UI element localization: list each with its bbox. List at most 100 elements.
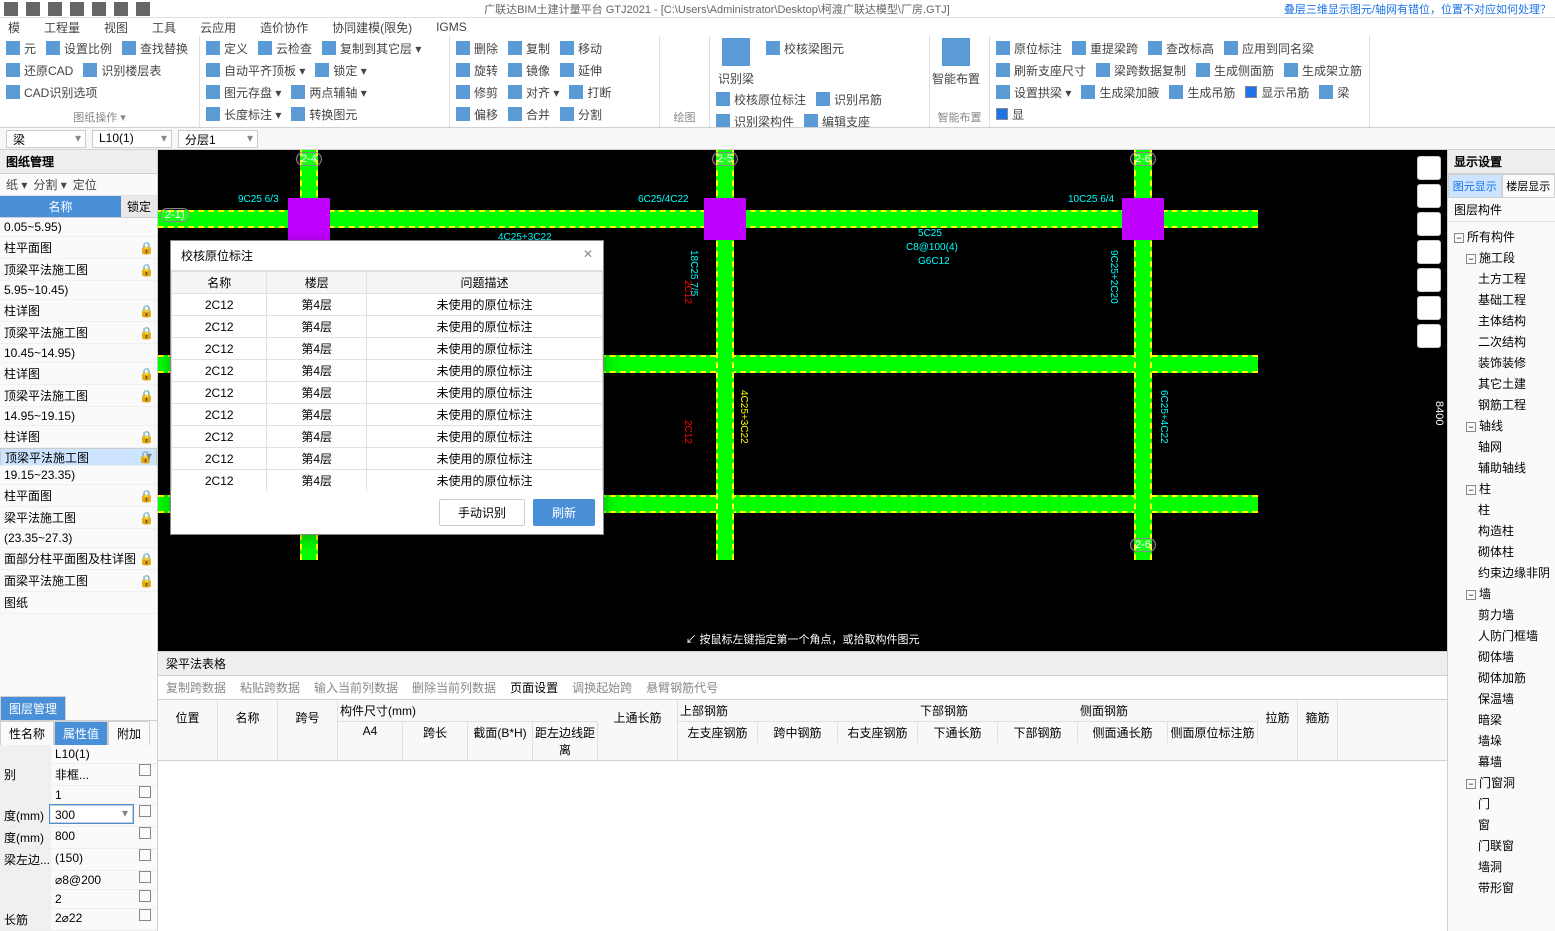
ribbon-item[interactable]: 删除 [456,38,498,58]
drawing-row[interactable]: 5.95~10.45) [0,281,157,300]
drawing-row[interactable]: 顶梁平法施工图🔒 [0,322,157,344]
ribbon-item[interactable]: 生成侧面筋 [1196,60,1274,80]
qat-icon[interactable] [92,2,106,16]
table-tab[interactable]: 输入当前列数据 [314,679,398,696]
drawing-tab[interactable]: 纸 ▾ [6,176,27,193]
manual-identify-button[interactable]: 手动识别 [439,499,525,526]
ribbon-item[interactable]: 复制到其它层 ▾ [322,38,421,58]
result-row[interactable]: 2C12第4层未使用的原位标注 [172,448,603,470]
ribbon-item[interactable]: 旋转 [456,60,498,80]
prop-row[interactable]: L10(1) [0,745,157,764]
drawing-row[interactable]: 10.45~14.95) [0,344,157,363]
ribbon-item[interactable]: 识别梁 [716,38,756,87]
tree-node[interactable]: 约束边缘非阴 [1452,562,1551,583]
ribbon-item[interactable]: 应用到同名梁 [1224,38,1314,58]
tree-node[interactable]: 砌体柱 [1452,541,1551,562]
layer-mgmt-tab[interactable]: 图层管理 [0,696,66,720]
prop-tab[interactable]: 属性值 [54,721,108,745]
ribbon-item[interactable]: 图元存盘 ▾ [206,82,281,102]
qat-icon[interactable] [70,2,84,16]
ribbon-item[interactable]: 移动 [560,38,602,58]
ribbon-item[interactable]: 打断 [569,82,611,102]
prop-row[interactable]: 度(mm)800 [0,827,157,849]
prop-row[interactable]: 别非框... [0,764,157,786]
drawing-row[interactable]: 顶梁平法施工图🔒 [0,448,157,466]
prop-tab[interactable]: 性名称 [0,721,54,745]
ribbon-item[interactable]: 两点辅轴 ▾ [291,82,366,102]
result-row[interactable]: 2C12第4层未使用的原位标注 [172,470,603,492]
help-link[interactable]: 叠层三维显示图元/轴网有错位，位置不对应如何处理？ [1284,1,1551,17]
ribbon-item[interactable]: 自动平齐顶板 ▾ [206,60,305,80]
result-row[interactable]: 2C12第4层未使用的原位标注 [172,404,603,426]
tree-node[interactable]: −柱 [1452,478,1551,499]
ribbon-item[interactable]: 生成架立筋 [1284,60,1362,80]
ribbon-item[interactable]: 原位标注 [996,38,1062,58]
ribbon-item[interactable]: 查找替换 [122,38,188,58]
result-row[interactable]: 2C12第4层未使用的原位标注 [172,360,603,382]
drawing-row[interactable]: 柱详图🔒 [0,363,157,385]
ribbon-item[interactable]: 设置拱梁 ▾ [996,82,1071,102]
layer-select[interactable]: 分层1 [178,130,258,148]
ribbon-item[interactable]: 刷新支座尺寸 [996,60,1086,80]
menu-item[interactable]: 工程量 [44,19,80,36]
refresh-button[interactable]: 刷新 [533,499,595,526]
drawing-row[interactable]: 图纸 [0,592,157,614]
ribbon-item[interactable]: 长度标注 ▾ [206,104,281,124]
drawing-row[interactable]: 面部分柱平面图及柱详图🔒 [0,548,157,570]
tree-node[interactable]: −施工段 [1452,247,1551,268]
tree-node[interactable]: 人防门框墙 [1452,625,1551,646]
qat-icon[interactable] [114,2,128,16]
close-icon[interactable]: ✕ [583,247,593,264]
ribbon-item[interactable]: 设置比例 [46,38,112,58]
view-select-icon[interactable] [1417,268,1441,292]
menu-item[interactable]: IGMS [436,20,467,34]
drawing-row[interactable]: 柱详图🔒 [0,300,157,322]
ribbon-item[interactable]: 还原CAD [6,60,73,80]
ribbon-item[interactable]: 转换图元 [291,104,357,124]
ribbon-item[interactable]: 生成梁加腋 [1081,82,1159,102]
tree-node[interactable]: 墙垛 [1452,730,1551,751]
category-select[interactable]: 梁 [6,130,86,148]
qat-icon[interactable] [4,2,18,16]
drawing-row[interactable]: 梁平法施工图🔒 [0,507,157,529]
drawing-row[interactable]: 顶梁平法施工图🔒 [0,385,157,407]
table-tab[interactable]: 悬臂钢筋代号 [646,679,718,696]
menu-item[interactable]: 视图 [104,19,128,36]
ribbon-item[interactable]: 识别梁构件 [716,111,794,128]
drawing-row[interactable]: 柱平面图🔒 [0,485,157,507]
drawing-row[interactable]: 面梁平法施工图🔒 [0,570,157,592]
tree-node[interactable]: 二次结构 [1452,331,1551,352]
tree-node[interactable]: 钢筋工程 [1452,394,1551,415]
ribbon-item[interactable]: 显示吊筋 [1245,82,1309,102]
tree-node[interactable]: 幕墙 [1452,751,1551,772]
ribbon-item[interactable]: 梁 [1319,82,1349,102]
ribbon-item[interactable]: 对齐 ▾ [508,82,559,102]
qat-icon[interactable] [26,2,40,16]
drawing-tab[interactable]: 分割 ▾ [33,176,66,193]
view-3d-icon[interactable] [1417,156,1441,180]
tree-node[interactable]: 门 [1452,793,1551,814]
ribbon-item[interactable]: 复制 [508,38,550,58]
ribbon-item[interactable]: 编辑支座 [804,111,870,128]
prop-row[interactable]: 1 [0,786,157,805]
table-tab[interactable]: 页面设置 [510,679,558,696]
prop-tab[interactable]: 附加 [108,721,150,745]
ribbon-item[interactable]: 延伸 [560,60,602,80]
tree-node[interactable]: 砌体墙 [1452,646,1551,667]
drawing-row[interactable]: 柱平面图🔒 [0,237,157,259]
ribbon-item[interactable]: 梁跨数据复制 [1096,60,1186,80]
ribbon-item[interactable]: 校核原位标注 [716,89,806,109]
ribbon-item[interactable]: CAD识别选项 [6,82,97,102]
table-tab[interactable]: 粘贴跨数据 [240,679,300,696]
ribbon-item[interactable]: 锁定 ▾ [315,60,366,80]
tree-node[interactable]: 轴网 [1452,436,1551,457]
tree-node[interactable]: 砌体加筋 [1452,667,1551,688]
result-row[interactable]: 2C12第4层未使用的原位标注 [172,426,603,448]
tree-node[interactable]: −墙 [1452,583,1551,604]
menu-item[interactable]: 模 [8,19,20,36]
ribbon-item[interactable]: 合并 [508,104,550,124]
menu-item[interactable]: 造价协作 [260,19,308,36]
tree-node[interactable]: −所有构件 [1452,226,1551,247]
ribbon-item[interactable]: 元 [6,38,36,58]
ribbon-item[interactable]: 分割 [560,104,602,124]
